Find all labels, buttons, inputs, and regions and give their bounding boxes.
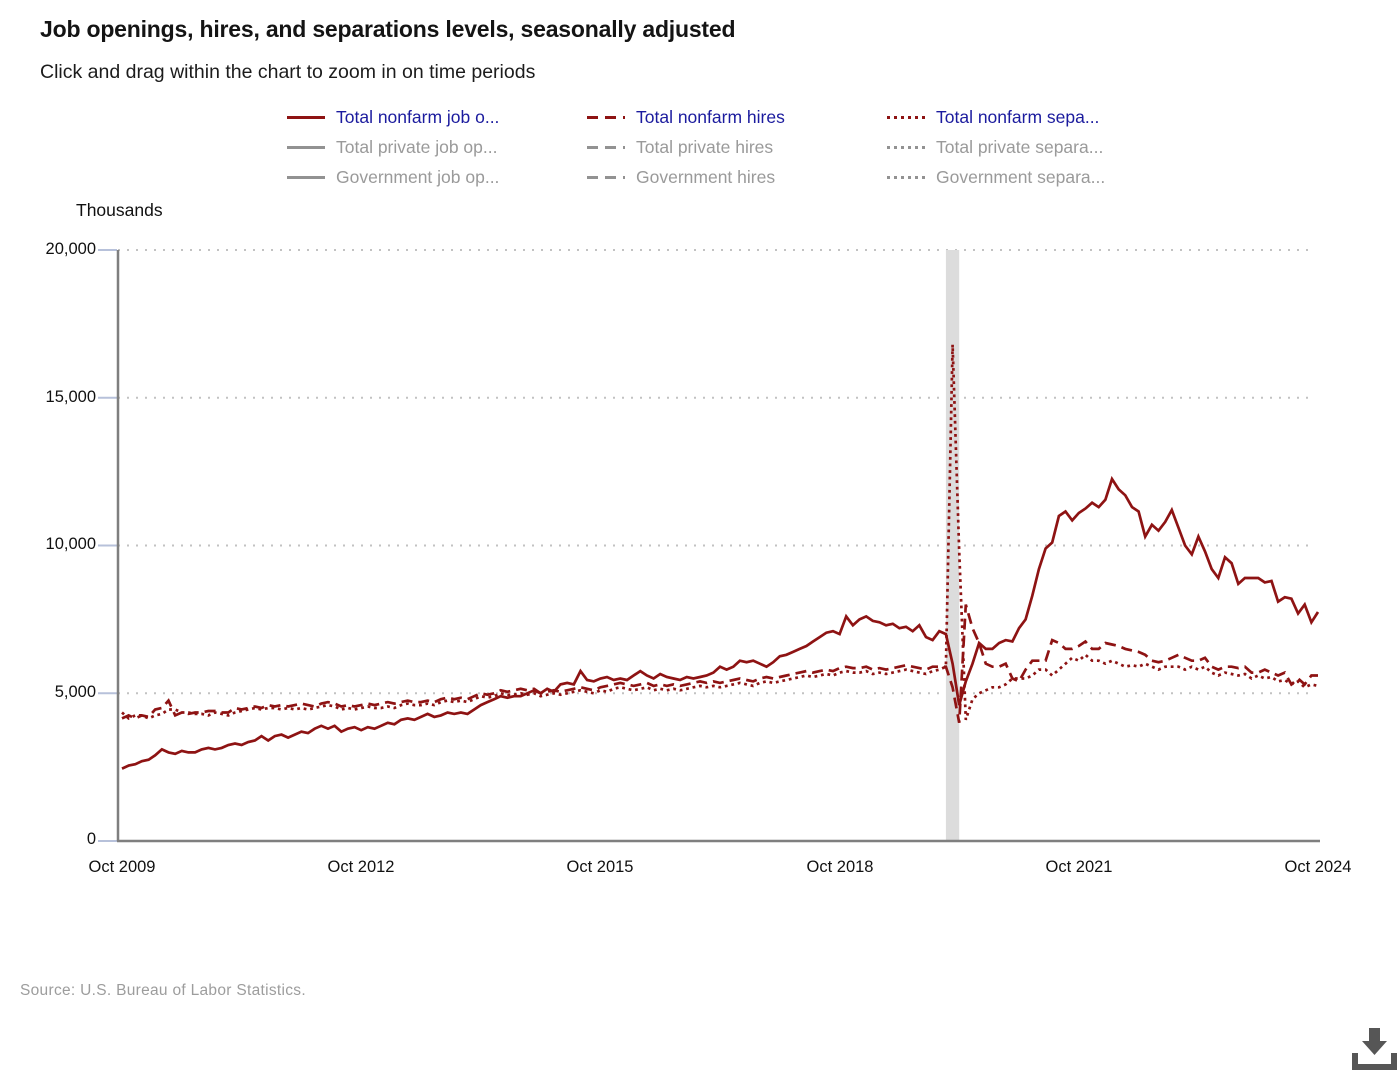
legend-line-dashed-icon (587, 115, 625, 119)
legend-item-total-private-separations[interactable]: Total private separa... (887, 132, 1187, 162)
x-tick-label-oct-2021: Oct 2021 (1045, 858, 1113, 876)
legend-line-dotted-icon (887, 115, 925, 119)
download-button[interactable] (1348, 1022, 1400, 1076)
legend-item-total-nonfarm-separations[interactable]: Total nonfarm sepa... (887, 102, 1187, 132)
legend-line-dashed-icon (587, 145, 625, 149)
legend-item-total-private-hires[interactable]: Total private hires (587, 132, 887, 162)
legend-item-total-nonfarm-job-openings[interactable]: Total nonfarm job o... (287, 102, 587, 132)
legend-item-label: Government job op... (336, 166, 500, 187)
legend-line-solid-icon (287, 175, 325, 179)
legend-item-government-separations[interactable]: Government separa... (887, 162, 1187, 192)
legend-item-label: Government separa... (936, 166, 1106, 187)
y-tick-label-5000: 5,000 (54, 683, 96, 701)
y-tick-label-20000: 20,000 (45, 240, 96, 258)
legend-item-label: Total nonfarm job o... (336, 106, 500, 127)
y-axis-unit-label: Thousands (76, 200, 163, 220)
page-title: Job openings, hires, and separations lev… (40, 16, 736, 42)
legend-line-dotted-icon (887, 145, 925, 149)
legend-column-openings: Total nonfarm job o... Total private job… (287, 102, 587, 192)
x-tick-label-oct-2012: Oct 2012 (327, 858, 395, 876)
legend-item-label: Total nonfarm hires (636, 106, 785, 127)
legend-column-separations: Total nonfarm sepa... Total private sepa… (887, 102, 1187, 192)
y-tick-label-15000: 15,000 (45, 388, 96, 406)
legend-item-label: Total private job op... (336, 136, 498, 157)
legend-line-solid-icon (287, 115, 325, 119)
legend-item-label: Total private hires (636, 136, 774, 157)
source-note: Source: U.S. Bureau of Labor Statistics. (20, 982, 306, 999)
legend-line-dotted-icon (887, 175, 925, 179)
legend-item-total-private-job-openings[interactable]: Total private job op... (287, 132, 587, 162)
legend-item-label: Government hires (636, 166, 776, 187)
x-tick-label-oct-2018: Oct 2018 (806, 858, 874, 876)
x-tick-label-oct-2009: Oct 2009 (88, 858, 156, 876)
legend-item-label: Total nonfarm sepa... (936, 106, 1100, 127)
chart-subtitle: Click and drag within the chart to zoom … (40, 61, 536, 83)
y-tick-label-10000: 10,000 (45, 535, 96, 553)
x-tick-label-oct-2024: Oct 2024 (1284, 858, 1352, 876)
legend-item-label: Total private separa... (936, 136, 1104, 157)
download-icon (1352, 1028, 1397, 1070)
legend-column-hires: Total nonfarm hires Total private hires … (587, 102, 887, 192)
legend-line-dashed-icon (587, 175, 625, 179)
legend-line-solid-icon (287, 145, 325, 149)
y-tick-label-0: 0 (86, 830, 96, 848)
x-tick-label-oct-2015: Oct 2015 (566, 858, 634, 876)
legend-item-total-nonfarm-hires[interactable]: Total nonfarm hires (587, 102, 887, 132)
legend-item-government-hires[interactable]: Government hires (587, 162, 887, 192)
legend-item-government-job-openings[interactable]: Government job op... (287, 162, 587, 192)
